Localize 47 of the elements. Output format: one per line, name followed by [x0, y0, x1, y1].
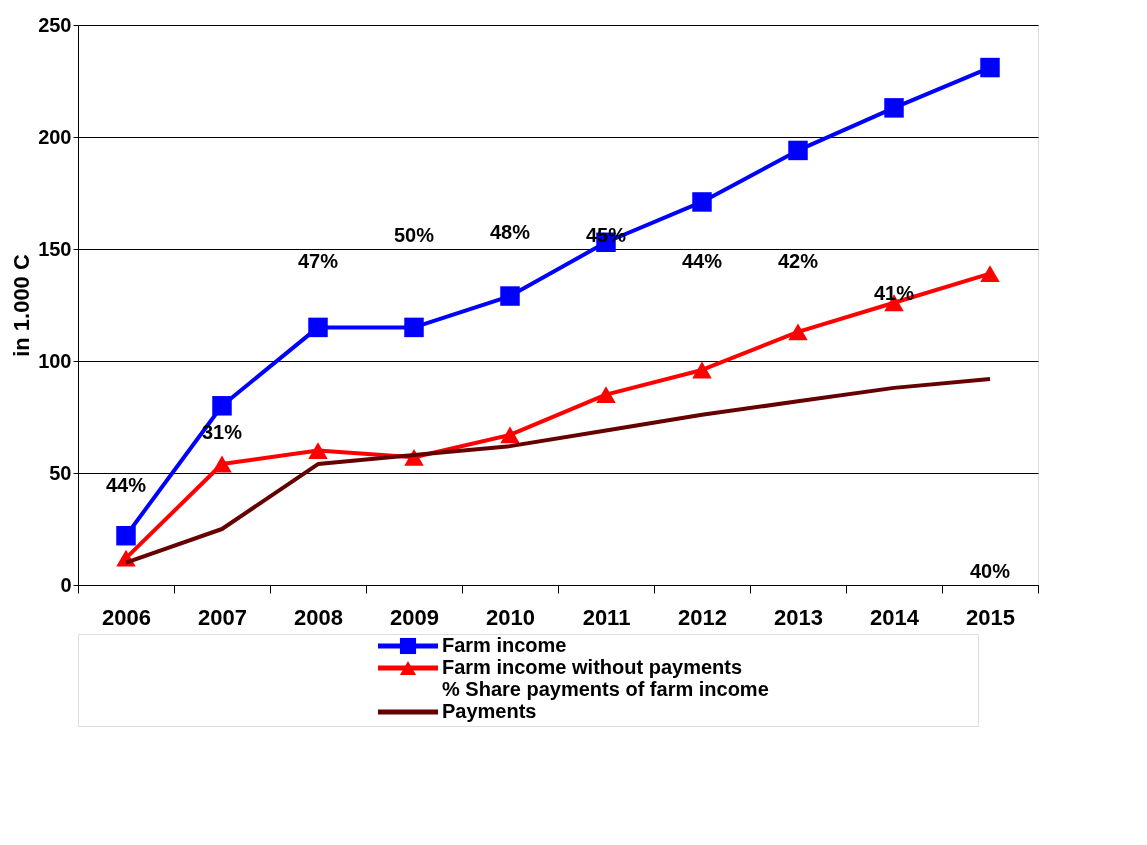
point — [212, 455, 232, 473]
x-tick-label: 2013 — [774, 604, 823, 630]
y-tick-label: 0 — [60, 573, 72, 596]
x-tick-label: 2006 — [102, 604, 151, 630]
point — [692, 361, 712, 379]
point — [308, 442, 328, 460]
x-tick-label: 2012 — [678, 604, 727, 630]
annotation: 40% — [969, 559, 1011, 582]
x-tick-label: 2010 — [486, 604, 535, 630]
annotation: 42% — [777, 250, 819, 273]
point — [500, 426, 520, 444]
point — [116, 525, 136, 546]
x-tick-label: 2014 — [870, 604, 920, 630]
annotation: 41% — [873, 281, 915, 304]
point — [692, 192, 712, 212]
annotation: 48% — [489, 221, 531, 244]
point — [500, 286, 520, 306]
annotation: 47% — [297, 250, 339, 273]
annotation: 31% — [201, 420, 243, 443]
point — [980, 265, 1000, 283]
x-tick-label: 2015 — [966, 604, 1015, 630]
point — [980, 57, 1000, 78]
legend-label: Farm income — [442, 634, 567, 656]
y-axis-title: in 1.000 C — [9, 254, 35, 357]
annotation: 44% — [105, 474, 147, 497]
legend-label: Farm income without payments — [442, 656, 743, 678]
point — [788, 323, 808, 341]
y-tick-label: 100 — [38, 349, 72, 372]
point — [884, 98, 904, 118]
x-tick-label: 2009 — [390, 604, 439, 630]
x-tick-label: 2011 — [582, 604, 631, 630]
point — [308, 317, 328, 338]
y-tick-label: 200 — [38, 125, 72, 148]
point — [596, 386, 616, 404]
y-tick-label: 150 — [38, 237, 72, 260]
point — [212, 396, 232, 416]
text: % Share payments of farm income — [442, 678, 769, 700]
annotation: 44% — [681, 250, 723, 273]
point — [404, 317, 424, 338]
legend-label: Payments — [442, 700, 537, 722]
y-tick-label: 250 — [38, 13, 72, 36]
annotation: 45% — [585, 223, 627, 246]
point — [788, 140, 808, 161]
annotation: 50% — [393, 223, 435, 246]
x-tick-label: 2008 — [294, 604, 343, 630]
y-tick-label: 50 — [49, 461, 72, 484]
x-tick-label: 2007 — [198, 604, 247, 630]
